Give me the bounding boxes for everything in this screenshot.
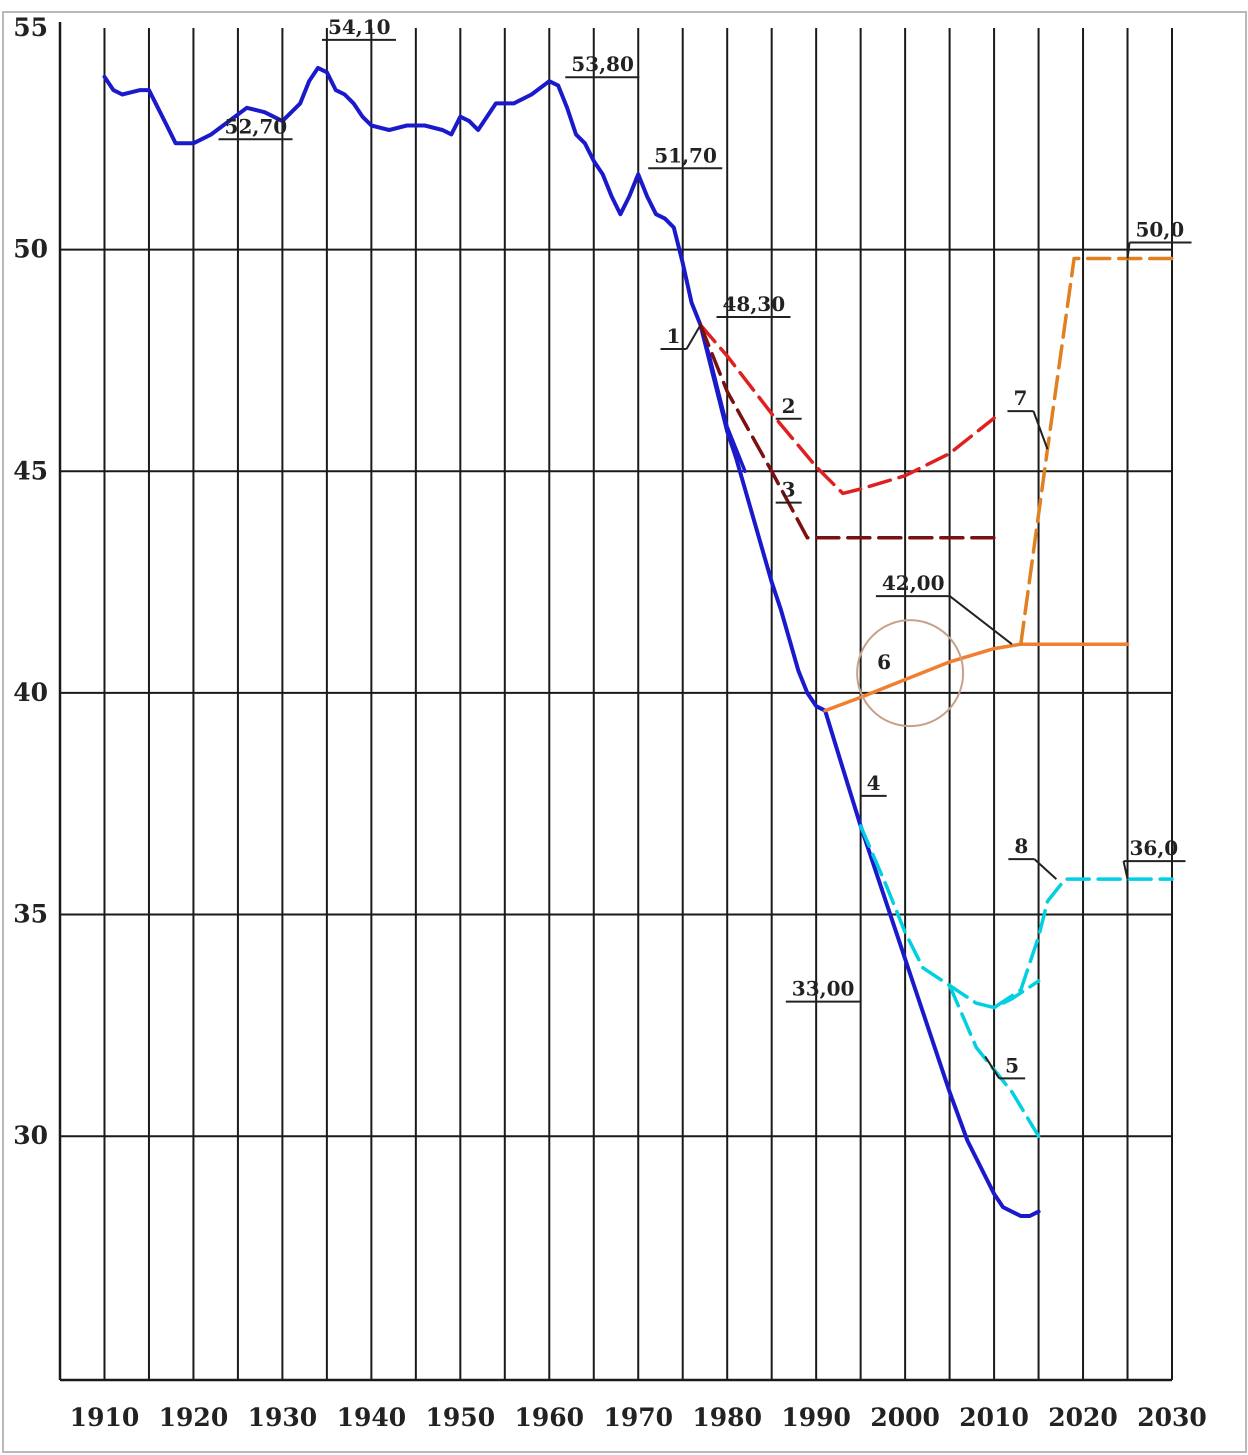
- annotation-pointer: [1122, 860, 1129, 880]
- annotation-label: 2: [782, 394, 796, 418]
- annotation-label: 53,80: [571, 52, 634, 76]
- series-line-8: [992, 877, 1174, 1010]
- annotation-pointer: [984, 1055, 1001, 1079]
- x-tick-label: 2000: [870, 1403, 940, 1432]
- x-tick-label: 1950: [426, 1403, 496, 1432]
- series-line-2: [698, 323, 996, 496]
- annotation-pointer: [1032, 410, 1049, 450]
- x-tick-label: 2030: [1137, 1403, 1207, 1432]
- y-tick-label: 40: [13, 678, 48, 707]
- annotation-label: 7: [1013, 386, 1027, 410]
- annotation-label: 52,70: [225, 114, 288, 138]
- annotation-label: 51,70: [654, 143, 717, 167]
- highlight-circle: [856, 619, 965, 728]
- annotation-pointer: [949, 595, 1013, 645]
- annotation-label: 50,0: [1136, 218, 1185, 242]
- tick-labels: 1910 1920 1930 1940 1950 1960 1970 1980 1990 2000…: [13, 13, 1207, 1432]
- x-tick-label: 2020: [1048, 1403, 1118, 1432]
- series-layer: [102, 65, 1174, 1218]
- annotation-label: 36,0: [1130, 836, 1179, 860]
- series-line-3: [698, 323, 996, 540]
- annotation-label: 5: [1005, 1053, 1019, 1077]
- annotation-label: 48,30: [723, 292, 786, 316]
- x-tick-label: 1990: [781, 1403, 851, 1432]
- series-line-7: [1019, 256, 1174, 646]
- annotation-label: 8: [1014, 834, 1028, 858]
- annotation-label: 33,00: [792, 977, 855, 1001]
- y-tick-label: 35: [13, 900, 48, 929]
- annotation-label: 42,00: [882, 571, 945, 595]
- annotation-label: 3: [782, 478, 796, 502]
- x-tick-label: 1920: [159, 1403, 229, 1432]
- x-tick-label: 1910: [70, 1403, 140, 1432]
- series-line-main: [102, 65, 1041, 1218]
- annotation-pointer: [1126, 242, 1131, 259]
- y-tick-label: 30: [13, 1121, 48, 1150]
- x-tick-label: 1940: [337, 1403, 407, 1432]
- annotation-pointer: [685, 324, 702, 350]
- series-line-1: [698, 323, 747, 474]
- y-tick-label: 50: [13, 235, 48, 264]
- annotation-layer: 54,1052,7053,8051,7048,3050,042,0036,033…: [218, 15, 1192, 1080]
- outer-frame: [2, 11, 1247, 1453]
- series-line-6: [823, 642, 1130, 713]
- x-tick-label: 1980: [692, 1403, 762, 1432]
- annotation-label: 4: [867, 771, 881, 795]
- grid: [58, 22, 1173, 1382]
- x-tick-label: 1930: [248, 1403, 318, 1432]
- annotation-label: 6: [877, 650, 891, 674]
- annotation-label: 54,10: [328, 15, 391, 39]
- x-tick-label: 1970: [603, 1403, 673, 1432]
- y-tick-label: 45: [13, 456, 48, 485]
- annotation-label: 1: [667, 324, 681, 348]
- x-tick-label: 1960: [514, 1403, 584, 1432]
- annotation-pointer: [1033, 858, 1058, 880]
- x-tick-label: 2010: [959, 1403, 1029, 1432]
- y-tick-label: 55: [13, 13, 48, 42]
